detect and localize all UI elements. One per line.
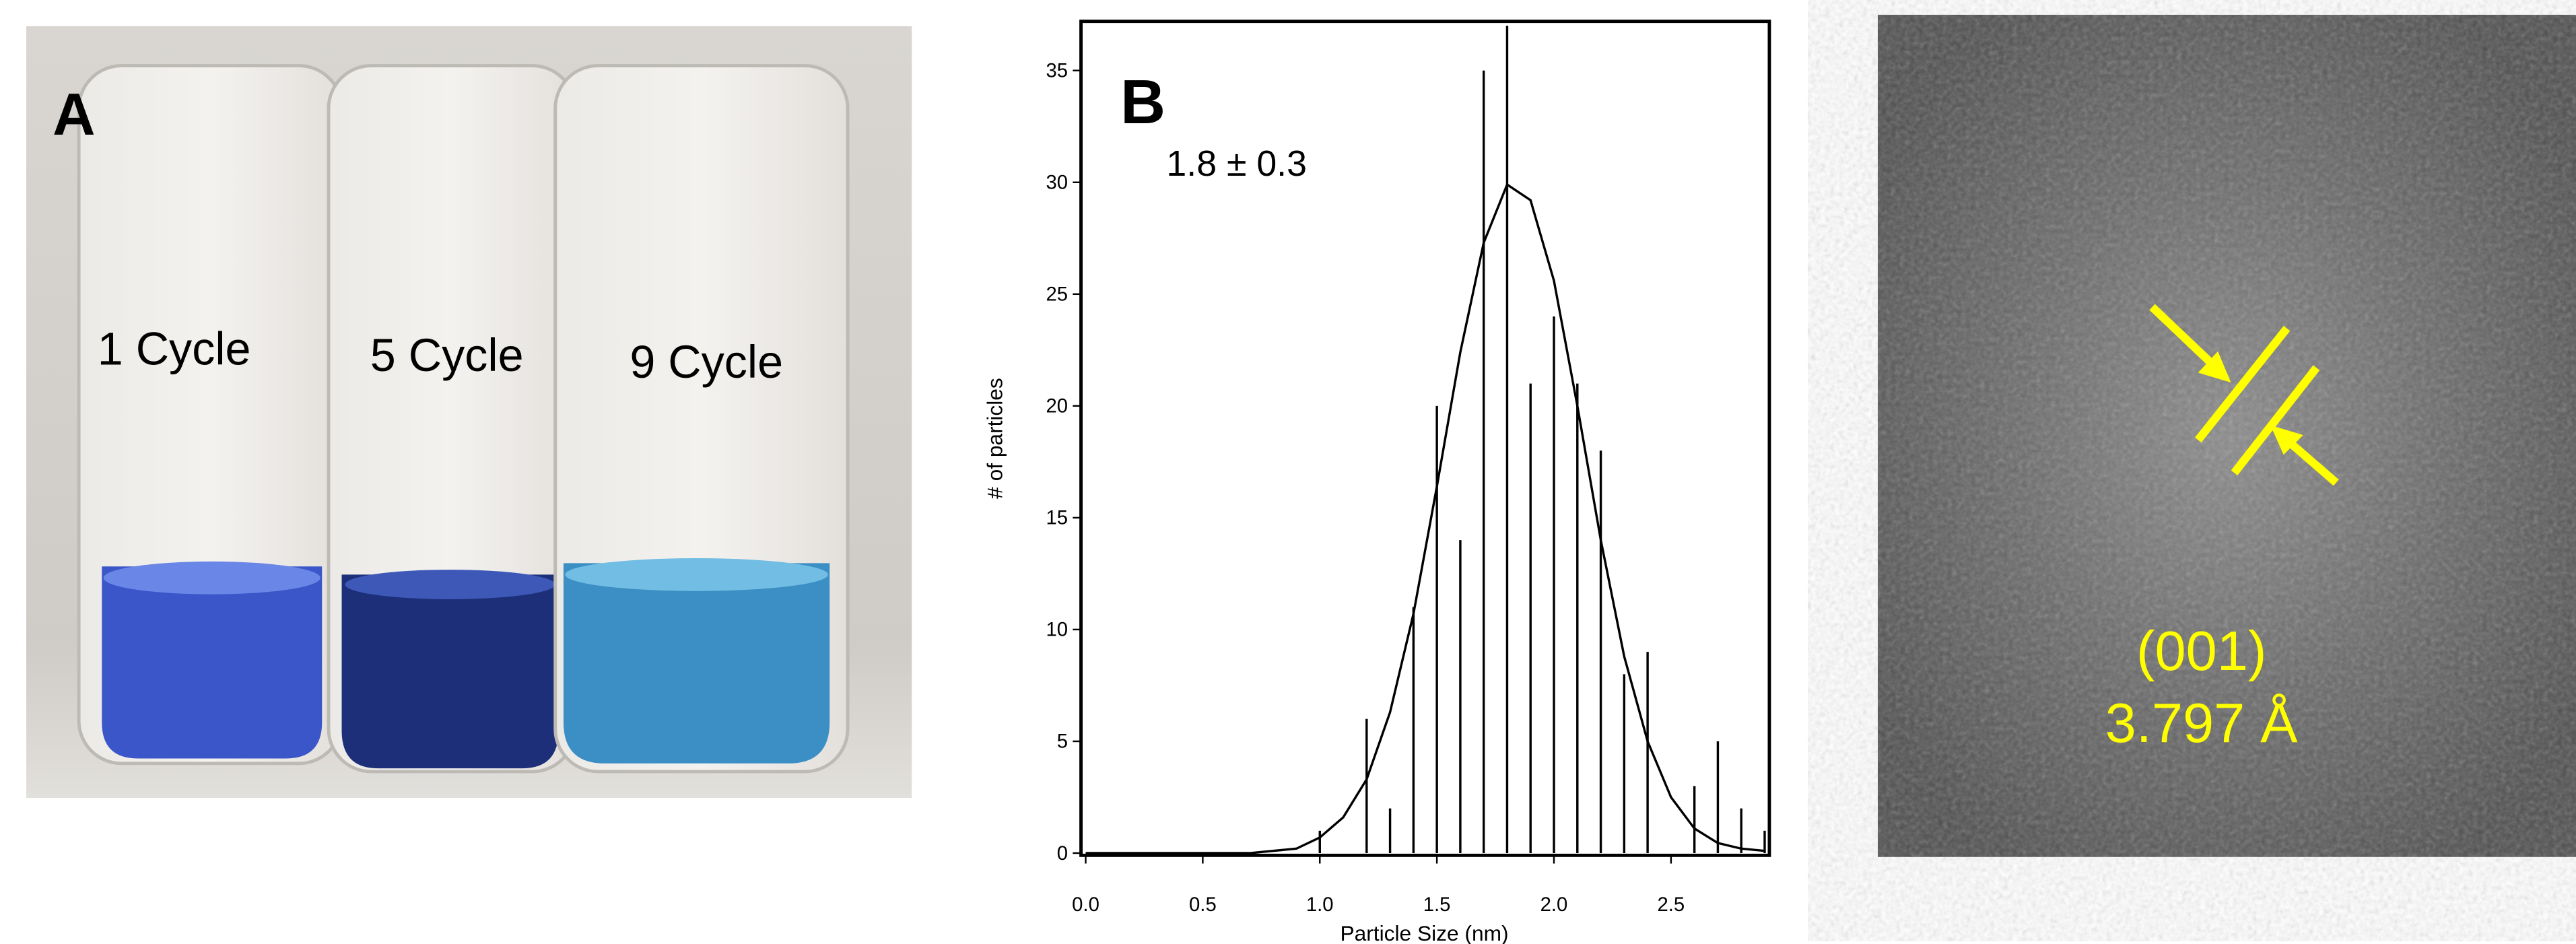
x-tick-label: 0.0 <box>1072 894 1099 916</box>
y-tick-label: 5 <box>1057 731 1068 753</box>
tem-texture <box>1877 14 2576 857</box>
panel-b: B 1.8 ± 0.3 Particle Size (nm) # of part… <box>982 20 1771 944</box>
x-tick-label: 2.0 <box>1540 894 1568 916</box>
y-tick-label: 25 <box>1046 284 1068 306</box>
plot-frame <box>1079 20 1771 857</box>
vial <box>327 64 577 774</box>
y-tick-label: 0 <box>1057 843 1068 865</box>
x-tick-label: 1.5 <box>1423 894 1451 916</box>
fit-curve <box>1085 182 1765 854</box>
y-tick-label: 35 <box>1046 61 1068 82</box>
y-tick-label: 20 <box>1046 396 1068 417</box>
panel-label: B <box>1120 67 1165 137</box>
panel-c: (001) 3.797 Å <box>1877 14 2576 857</box>
y-tick-label: 10 <box>1046 619 1068 641</box>
y-axis-label: # of particles <box>982 378 1007 499</box>
x-axis-label: Particle Size (nm) <box>1340 921 1508 944</box>
x-tick-label: 1.0 <box>1306 894 1334 916</box>
vial-label: 9 Cycle <box>630 337 783 388</box>
vial <box>77 64 343 766</box>
spacing-label: 3.797 Å <box>2105 692 2299 754</box>
lattice-marker <box>2149 304 2339 486</box>
x-tick-label: 2.5 <box>1658 894 1685 916</box>
y-tick-label: 30 <box>1046 172 1068 194</box>
y-tick-label: 15 <box>1046 508 1068 529</box>
annotation: 1.8 ± 0.3 <box>1166 143 1307 184</box>
vial <box>553 64 850 774</box>
panel-label: A <box>53 81 95 147</box>
x-tick-label: 0.5 <box>1189 894 1217 916</box>
plane-label: (001) <box>2136 619 2267 682</box>
vial-label: 5 Cycle <box>370 330 524 381</box>
panel-a: A 1 Cycle 5 Cycle 9 Cycle <box>26 26 912 798</box>
vial-label: 1 Cycle <box>98 323 251 374</box>
